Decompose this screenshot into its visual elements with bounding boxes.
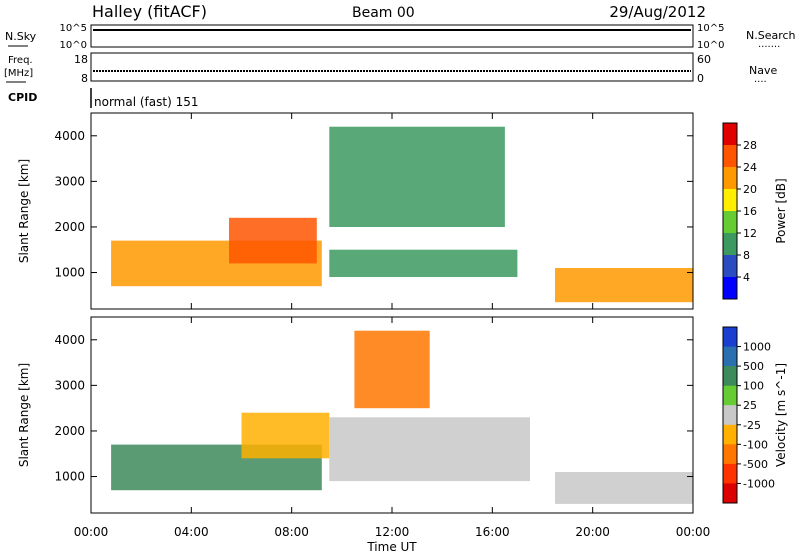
velocity-x-ticks	[90, 317, 694, 513]
power-colorbar-tick-label-1: 8	[743, 249, 750, 262]
power-colorbar-cell-2	[723, 167, 737, 190]
velocity-colorbar-tick-label-4: -25	[743, 419, 761, 432]
time-tick-label-1: 04:00	[174, 525, 209, 539]
velocity-colorbar-cell-1	[723, 346, 737, 367]
power-colorbar-cell-7	[723, 277, 737, 300]
power-colorbar-cell-3	[723, 189, 737, 212]
freq-left-tick-top: 18	[74, 53, 88, 66]
velocity-colorbar-cell-8	[723, 483, 737, 504]
station-title: Halley (fitACF)	[92, 2, 207, 21]
power-colorbar-tick-label-3: 16	[743, 205, 757, 218]
time-tick-label-3: 12:00	[375, 525, 410, 539]
velocity-colorbar-tick-label-7: -1000	[743, 477, 775, 490]
velocity-colorbar-cell-0	[723, 327, 737, 348]
freq-right-tick-top: 60	[697, 53, 711, 66]
time-tick-label-0: 00:00	[74, 525, 109, 539]
power-colorbar-tick-label-0: 4	[743, 271, 750, 284]
velocity-colorbar-cell-3	[723, 385, 737, 406]
noise-strip-frame	[90, 24, 694, 48]
power-y-tick-label-1: 2000	[54, 220, 85, 234]
freq-right-tick-bottom: 0	[697, 72, 704, 85]
velocity-region-2	[354, 330, 430, 409]
power-region-4	[555, 268, 693, 303]
beam-label: Beam 00	[352, 5, 415, 21]
cpid-label: CPID	[8, 91, 37, 104]
power-colorbar-cell-6	[723, 255, 737, 278]
noise-right-tick-bottom: 10^0	[697, 40, 724, 51]
velocity-colorbar: 1000 500 100 25 -25 -100 -500 -1000	[722, 326, 775, 504]
power-y-tick-label-2: 3000	[54, 174, 85, 188]
noise-search-marker: ·······	[758, 42, 780, 53]
velocity-y-tick-label-1: 2000	[54, 424, 85, 438]
power-region-3	[329, 249, 518, 277]
freq-unit-label: [MHz]	[4, 68, 33, 79]
power-colorbar-tick-label-2: 12	[743, 227, 757, 240]
time-tick-label-4: 16:00	[475, 525, 510, 539]
nave-marker: ····	[754, 77, 767, 88]
velocity-y-tick-label-2: 3000	[54, 378, 85, 392]
velocity-y-tick-label-3: 4000	[54, 333, 85, 347]
time-tick-label-6: 00:00	[676, 525, 711, 539]
power-colorbar-cell-5	[723, 233, 737, 256]
velocity-data-cells	[111, 330, 693, 504]
velocity-colorbar-tick-label-5: -100	[743, 438, 768, 451]
power-y-ticks: 1000 2000 3000 4000	[54, 129, 693, 280]
velocity-colorbar-cell-4	[723, 405, 737, 426]
velocity-colorbar-tick-label-0: 1000	[743, 341, 771, 354]
velocity-colorbar-frame	[722, 326, 738, 504]
power-data-cells	[111, 126, 693, 303]
date-label: 29/Aug/2012	[609, 3, 706, 21]
velocity-colorbar-cell-7	[723, 463, 737, 484]
power-colorbar-tick-label-5: 24	[743, 161, 757, 174]
cpid-value: normal (fast) 151	[94, 95, 198, 109]
time-tick-label-2: 08:00	[274, 525, 309, 539]
velocity-colorbar-cell-5	[723, 424, 737, 445]
power-region-1	[229, 217, 317, 264]
power-y-tick-label-0: 1000	[54, 266, 85, 280]
noise-sky-label: N.Sky	[5, 30, 37, 43]
noise-search-label: N.Search	[746, 29, 796, 42]
time-tick-label-5: 20:00	[575, 525, 610, 539]
velocity-colorbar-tick-label-2: 100	[743, 380, 764, 393]
freq-label: Freq.	[8, 55, 33, 66]
power-x-ticks	[90, 113, 694, 309]
power-colorbar: 4 8 12 16 20 24 28	[722, 122, 757, 300]
noise-left-tick-bottom: 10^0	[60, 40, 87, 51]
velocity-colorbar-cell-2	[723, 366, 737, 387]
velocity-region-1	[241, 412, 330, 459]
time-axis-label: Time UT	[366, 540, 417, 554]
power-y-axis-label: Slant Range [km]	[17, 159, 31, 263]
power-y-tick-label-3: 4000	[54, 129, 85, 143]
power-region-2	[329, 126, 505, 227]
nave-label: Nave	[749, 64, 777, 77]
time-axis-labels: 00:00 04:00 08:00 12:00 16:00 20:00 00:00	[74, 525, 711, 539]
power-colorbar-label: Power [dB]	[774, 178, 788, 243]
velocity-colorbar-label: Velocity [m s^-1]	[774, 363, 788, 467]
velocity-region-3	[329, 417, 530, 482]
velocity-y-ticks: 1000 2000 3000 4000	[54, 333, 693, 484]
power-colorbar-tick-label-4: 20	[743, 183, 757, 196]
velocity-y-axis-label: Slant Range [km]	[17, 363, 31, 467]
velocity-region-4	[555, 472, 693, 504]
freq-strip-frame	[90, 52, 694, 82]
velocity-colorbar-tick-label-1: 500	[743, 360, 764, 373]
velocity-colorbar-cell-6	[723, 444, 737, 465]
velocity-colorbar-tick-label-6: -500	[743, 458, 768, 471]
power-colorbar-tick-label-6: 28	[743, 139, 757, 152]
noise-left-tick-top: 10^5	[60, 23, 87, 34]
power-colorbar-cell-0	[723, 123, 737, 146]
power-colorbar-cell-4	[723, 211, 737, 234]
noise-right-tick-top: 10^5	[697, 23, 724, 34]
velocity-y-tick-label-0: 1000	[54, 470, 85, 484]
freq-left-tick-bottom: 8	[81, 72, 88, 85]
velocity-colorbar-tick-label-3: 25	[743, 399, 757, 412]
power-colorbar-cell-1	[723, 145, 737, 168]
